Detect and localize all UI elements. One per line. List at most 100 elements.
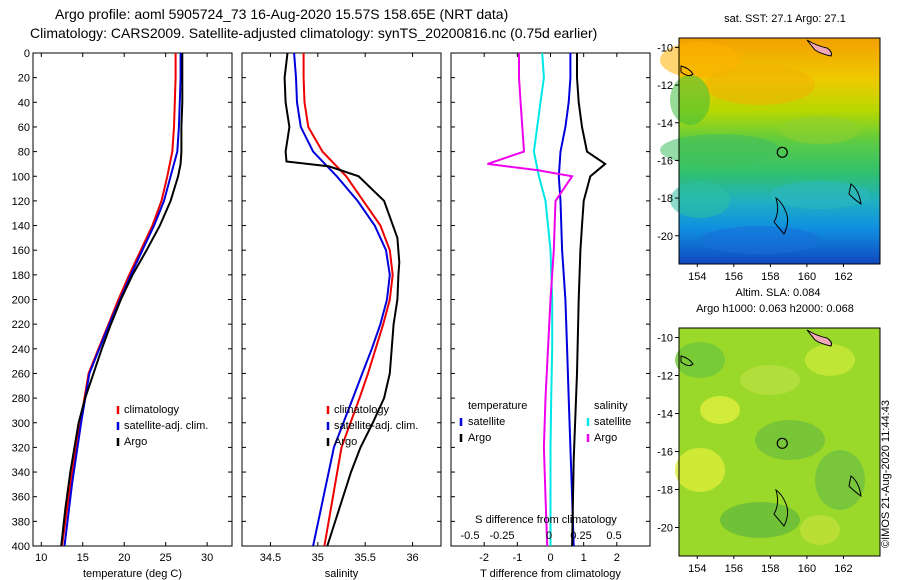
y-tick-label: 40 [18,97,30,109]
x-tick-label: 35.5 [354,552,375,564]
sla-map: -10 -12 -14 -16 -18 -20 154 156 158 160 162 [657,327,881,575]
y-tick-label: 0 [24,48,30,60]
title-line-1: Argo profile: aoml 5905724_73 16-Aug-202… [55,6,509,22]
difference-profile-temperature-argo-line [571,53,607,547]
x-tick-label: -2 [479,552,489,564]
sla-blob [805,344,855,376]
legend-label: climatology [124,404,180,416]
sla-blob [675,342,725,378]
y-tick-label: -10 [657,42,673,54]
y-tick-label: 240 [12,344,30,356]
y-tick-label: 280 [12,393,30,405]
sla-blob [800,515,840,545]
legend-label: satellite-adj. clim. [334,420,418,432]
y-tick-label: 140 [12,221,30,233]
temperature-profile-frame [32,52,233,547]
x-tick-label: 15 [77,552,89,564]
legend-label: Argo [468,432,491,444]
title-line-2: Climatology: CARS2009. Satellite-adjuste… [30,25,598,41]
sst-blob [670,182,730,218]
difference-profile-salinity-argo-line [487,53,574,547]
y-tick-label: 300 [12,418,30,430]
difference-profile-temperature-satellite-line [557,53,575,547]
y-tick-label: -20 [657,231,673,243]
x-tick-label: 2 [614,552,620,564]
secondary-x-tick-label: -0.5 [461,530,480,542]
y-tick-label: -12 [657,371,673,383]
y-tick-label: 400 [12,541,30,553]
sst-blob [660,42,740,78]
y-tick-label: 320 [12,442,30,454]
secondary-x-tick-label: 0.25 [570,530,591,542]
y-tick-label: -18 [657,485,673,497]
legend-label: climatology [334,404,390,416]
x-tick-label: 158 [761,271,779,283]
x-tick-label: 158 [761,563,779,575]
x-tick-label: 160 [798,271,816,283]
coastline-island [848,183,862,206]
y-tick-label: -12 [657,80,673,92]
sst-blob [700,226,820,254]
x-tick-label: 20 [118,552,130,564]
x-tick-label: 30 [201,552,213,564]
y-tick-label: -14 [657,118,673,130]
sst-title: sat. SST: 27.1 Argo: 27.1 [724,13,846,25]
x-tick-label: 154 [688,271,706,283]
legend-label: Argo [594,432,617,444]
legend-title: temperature [468,400,527,412]
y-tick-label: 120 [12,196,30,208]
x-tick-label: 25 [160,552,172,564]
sla-blob [815,450,865,510]
legend-title: salinity [594,400,628,412]
legend-label: Argo [334,436,357,448]
coastline-island [806,329,832,347]
coastline-island [773,196,789,235]
y-tick-label: 20 [18,73,30,85]
secondary-x-tick-label: 0.5 [606,530,621,542]
coastline-island [848,475,862,498]
sla-blob [740,365,800,395]
salinity-profile-satellite-line [293,52,391,547]
sla-title: Altim. SLA: 0.084 [736,287,821,299]
legend-label: satellite-adj. clim. [124,420,208,432]
sst-blob [770,181,870,209]
x-axis-label: temperature (deg C) [83,568,182,580]
coastline-island [806,39,832,57]
y-tick-label: 100 [12,171,30,183]
salinity-profile-argo-line [283,52,401,547]
y-tick-label: -16 [657,447,673,459]
x-tick-label: 156 [725,563,743,575]
sla-subtitle: Argo h1000: 0.063 h2000: 0.068 [696,303,854,315]
x-tick-label: 156 [725,271,743,283]
x-tick-label: 162 [834,563,852,575]
y-tick-label: 260 [12,368,30,380]
legend-label: satellite [468,416,505,428]
argo-position-marker [776,146,788,158]
sst-map: -10 -12 -14 -16 -18 -20 154 156 158 160 162 [657,37,881,283]
x-tick-label: 0 [547,552,553,564]
sla-blob [675,448,725,492]
y-tick-label: 220 [12,319,30,331]
sla-blob [755,420,825,460]
y-tick-label: 160 [12,245,30,257]
salinity-profile-climatology-line [302,53,394,547]
sla-blob [720,502,800,538]
x-tick-label: 162 [834,271,852,283]
y-tick-label: -14 [657,409,673,421]
temperature-profile-argo-line [60,53,184,547]
x-tick-label: 34.5 [260,552,281,564]
legend-label: satellite [594,416,631,428]
y-tick-label: 200 [12,295,30,307]
temperature-profile-climatology-line [61,53,177,547]
x-tick-label: 154 [688,563,706,575]
salinity-profile-frame [241,52,442,547]
coastline-island [773,488,789,527]
sst-map-frame [678,37,881,265]
x-tick-label: -1 [512,552,522,564]
x-axis-label: T difference from climatology [480,568,621,580]
y-tick-label: 80 [18,147,30,159]
x-tick-label: 36 [406,552,418,564]
y-tick-label: 180 [12,270,30,282]
sst-blob [660,134,780,166]
